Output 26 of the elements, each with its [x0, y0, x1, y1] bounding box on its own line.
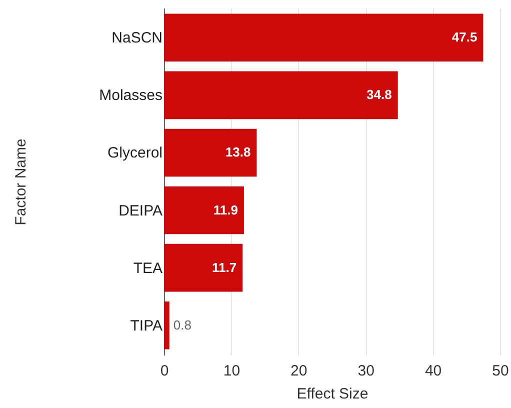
y-axis-title: Factor Name [12, 138, 30, 226]
x-tick-label: 10 [223, 362, 240, 380]
bar [164, 301, 170, 350]
x-axis-title: Effect Size [296, 386, 368, 402]
data-label: 11.7 [212, 260, 237, 275]
x-tick-label: 50 [492, 362, 509, 380]
y-tick-label: Glycerol [107, 144, 162, 162]
bar [164, 244, 243, 292]
data-label: 11.9 [213, 202, 238, 218]
bar [164, 128, 257, 177]
bar [164, 71, 398, 120]
x-tick-label: 30 [358, 362, 374, 380]
data-label: 34.8 [366, 87, 392, 102]
bar [164, 186, 244, 234]
y-tick-label: TEA [133, 260, 162, 277]
y-tick-label: DEIPA [118, 202, 162, 220]
data-label: 47.5 [452, 30, 478, 45]
data-label: 0.8 [173, 317, 192, 332]
y-tick-label: TIPA [130, 317, 162, 334]
x-tick-label: 20 [290, 362, 308, 380]
x-tick-label: 40 [424, 362, 442, 380]
data-label: 13.8 [225, 144, 251, 160]
y-tick-label: NaSCN [112, 30, 162, 47]
bar [164, 14, 484, 62]
x-tick-label: 0 [160, 362, 169, 380]
y-tick-label: Molasses [99, 87, 162, 104]
